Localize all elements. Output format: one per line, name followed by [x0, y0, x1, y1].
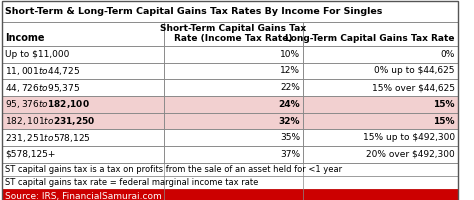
- Bar: [2, 79, 164, 96]
- Text: Long-Term Capital Gains Tax Rate: Long-Term Capital Gains Tax Rate: [285, 34, 455, 43]
- Bar: [2, 163, 457, 176]
- Text: 37%: 37%: [280, 150, 300, 159]
- Bar: [164, 113, 303, 129]
- Bar: [303, 146, 457, 163]
- Bar: [164, 46, 303, 63]
- Text: Short-Term Capital Gains Tax
Rate (Income Tax Rate): Short-Term Capital Gains Tax Rate (Incom…: [160, 24, 307, 43]
- Text: $44,726 to $95,375: $44,726 to $95,375: [5, 82, 80, 94]
- Bar: [2, 129, 164, 146]
- Text: ST capital gains tax is a tax on profits from the sale of an asset held for <1 y: ST capital gains tax is a tax on profits…: [5, 165, 342, 174]
- Bar: [2, 46, 164, 63]
- Bar: [164, 129, 303, 146]
- Bar: [2, 113, 164, 129]
- Bar: [303, 113, 457, 129]
- Text: $231,251 to $578,125: $231,251 to $578,125: [5, 132, 91, 144]
- Text: 22%: 22%: [280, 83, 300, 92]
- Bar: [164, 79, 303, 96]
- Bar: [2, 176, 457, 189]
- Bar: [2, 63, 164, 79]
- Bar: [164, 96, 303, 113]
- Bar: [303, 22, 457, 46]
- Text: 15% over $44,625: 15% over $44,625: [372, 83, 455, 92]
- Bar: [164, 63, 303, 79]
- Text: 0% up to $44,625: 0% up to $44,625: [374, 66, 455, 75]
- Text: ST capital gains tax rate = federal marginal income tax rate: ST capital gains tax rate = federal marg…: [5, 178, 258, 187]
- Text: $11,001 to $44,725: $11,001 to $44,725: [5, 65, 80, 77]
- Text: 32%: 32%: [279, 117, 300, 126]
- Text: 20% over $492,300: 20% over $492,300: [366, 150, 455, 159]
- Text: 12%: 12%: [280, 66, 300, 75]
- Text: $95,376 to $182,100: $95,376 to $182,100: [5, 98, 90, 110]
- Bar: [303, 79, 457, 96]
- Text: Income: Income: [5, 33, 45, 43]
- Bar: [2, 1, 457, 22]
- Bar: [2, 22, 164, 46]
- Bar: [164, 146, 303, 163]
- Bar: [303, 63, 457, 79]
- Bar: [303, 46, 457, 63]
- Bar: [2, 189, 457, 200]
- Text: 15%: 15%: [433, 100, 455, 109]
- Text: 35%: 35%: [280, 133, 300, 142]
- Bar: [303, 129, 457, 146]
- Bar: [2, 146, 164, 163]
- Text: 15%: 15%: [433, 117, 455, 126]
- Text: Up to $11,000: Up to $11,000: [5, 50, 69, 59]
- Text: 10%: 10%: [280, 50, 300, 59]
- Text: 15% up to $492,300: 15% up to $492,300: [363, 133, 455, 142]
- Text: $578,125+: $578,125+: [5, 150, 55, 159]
- Text: 0%: 0%: [440, 50, 455, 59]
- Text: 24%: 24%: [278, 100, 300, 109]
- Text: $182,101 to $231,250: $182,101 to $231,250: [5, 115, 96, 127]
- Text: Short-Term & Long-Term Capital Gains Tax Rates By Income For Singles: Short-Term & Long-Term Capital Gains Tax…: [5, 7, 383, 16]
- Bar: [2, 96, 164, 113]
- Text: Source: IRS, FinancialSamurai.com: Source: IRS, FinancialSamurai.com: [5, 192, 162, 200]
- Bar: [164, 22, 303, 46]
- Bar: [303, 96, 457, 113]
